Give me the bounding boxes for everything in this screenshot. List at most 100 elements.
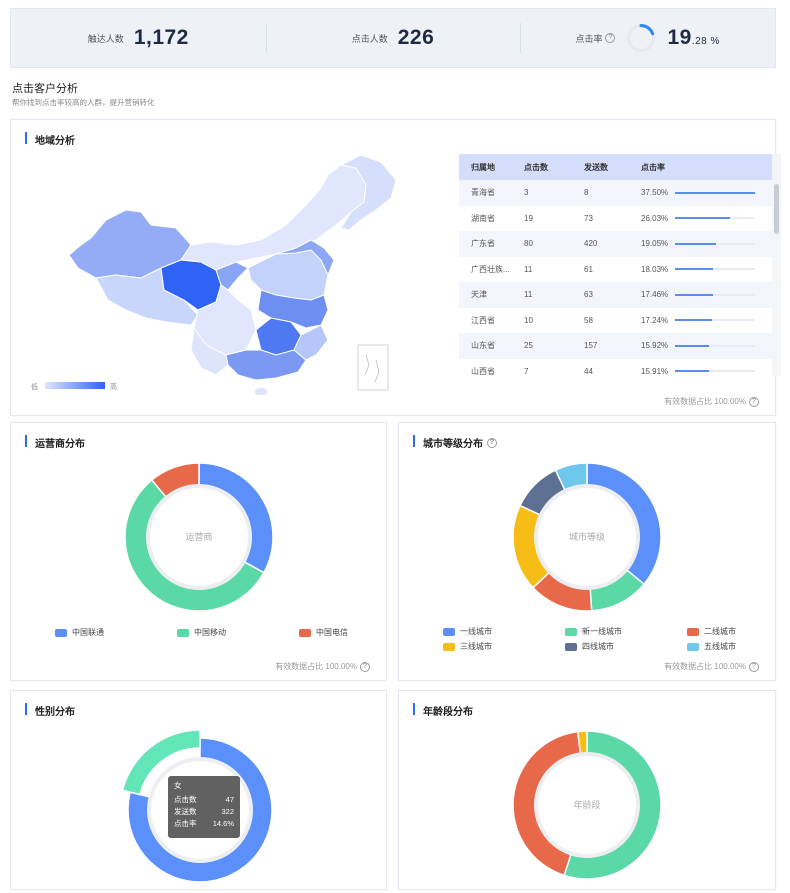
- legend-label: 二线城市: [704, 627, 736, 636]
- col-header-rate[interactable]: 点击率: [641, 162, 665, 172]
- legend-unicom[interactable]: 中国联通: [55, 627, 104, 638]
- table-row[interactable]: 青海省 3 8 37.50%: [459, 180, 781, 206]
- cell-rate-bar: [675, 319, 767, 322]
- legend-swatch: [687, 627, 699, 636]
- legend-tier3[interactable]: 三线城市: [443, 641, 492, 652]
- rate-ring-fill: [627, 24, 656, 52]
- kpi-rate-label: 点击率: [575, 33, 603, 44]
- donut-inner-ring: [147, 757, 253, 863]
- legend-mobile[interactable]: 中国移动: [177, 627, 226, 638]
- table-row[interactable]: 广东省 80 420 19.05%: [459, 231, 781, 257]
- legend-swatch: [443, 627, 455, 636]
- help-icon[interactable]: ?: [487, 437, 497, 448]
- donut-inner-ring: [534, 752, 640, 858]
- help-icon[interactable]: ?: [360, 661, 370, 672]
- city-donut-chart[interactable]: 城市等级: [511, 461, 663, 613]
- cell-sent: 44: [584, 366, 593, 376]
- rate-bar-track: [675, 268, 755, 271]
- map-legend-high: 高: [110, 384, 117, 391]
- cell-rate: 26.03%: [641, 213, 669, 223]
- region-table: 归属地 点击数 发送数 点击率 青海省 3 8 37.50% 湖南省 19 73 26.03%…: [459, 154, 781, 376]
- cell-region: 广西壮族...: [471, 264, 510, 274]
- legend-tier5[interactable]: 五线城市: [687, 641, 736, 652]
- tooltip-value: 14.6%: [212, 819, 234, 828]
- table-scrollbar[interactable]: [772, 154, 781, 376]
- table-scroll-thumb[interactable]: [774, 184, 779, 234]
- donut-inner-ring: [146, 484, 252, 590]
- cell-rate-bar: [675, 344, 767, 347]
- cell-region: 山西省: [471, 366, 495, 376]
- kpi-clicks-label: 点击人数: [351, 33, 388, 44]
- legend-newtier1[interactable]: 新一线城市: [565, 626, 622, 637]
- china-map[interactable]: [66, 150, 406, 395]
- carrier-donut-center: 运营商: [185, 531, 212, 542]
- legend-swatch: [299, 628, 311, 637]
- city-card: 城市等级分布? 城市等级 一线城市 新一线城市 二线城市 三线城市 四线城市 五…: [398, 422, 776, 681]
- legend-swatch: [177, 628, 189, 637]
- table-row[interactable]: 广西壮族... 11 61 18.03%: [459, 257, 781, 283]
- age-donut-chart[interactable]: 年龄段: [511, 729, 663, 881]
- rate-bar-track: [675, 191, 755, 194]
- legend-label: 中国电信: [316, 628, 348, 637]
- legend-telecom[interactable]: 中国电信: [299, 627, 348, 638]
- rate-bar-fill: [675, 293, 713, 296]
- legend-swatch: [565, 642, 577, 651]
- carrier-footnote-text: 有效数据占比 100.00%: [275, 662, 357, 671]
- legend-tier4[interactable]: 四线城市: [565, 641, 614, 652]
- gender-donut-chart[interactable]: [115, 725, 285, 893]
- help-icon[interactable]: ?: [749, 661, 759, 672]
- donut-slice[interactable]: [121, 729, 201, 796]
- map-region-shandong: [275, 239, 335, 277]
- table-row[interactable]: 湖南省 19 73 26.03%: [459, 206, 781, 232]
- col-header-clicks[interactable]: 点击数: [524, 162, 548, 172]
- kpi-clicks-value: 226: [397, 26, 435, 49]
- donut-slice[interactable]: [512, 504, 551, 589]
- kpi-rate-decimal: .28 %: [691, 36, 720, 47]
- donut-inner-ring: [534, 484, 640, 590]
- gender-title: 性别分布: [25, 703, 75, 718]
- city-title-text: 城市等级分布: [423, 439, 483, 450]
- legend-label: 三线城市: [460, 642, 492, 651]
- table-row[interactable]: 天津 11 63 17.46%: [459, 282, 781, 308]
- cell-clicks: 19: [524, 213, 533, 223]
- gender-card: 性别分布 女 点击数 47 发送数 322 点击率 14.6%: [10, 690, 387, 890]
- rate-bar-track: [675, 217, 755, 220]
- help-icon[interactable]: ?: [605, 33, 616, 43]
- kpi-rate: 点击率 ? 19.28 %: [520, 9, 775, 67]
- kpi-rate-int: 19: [667, 26, 692, 49]
- map-region-hainan: [255, 388, 267, 395]
- city-footnote: 有效数据占比 100.00% ?: [664, 661, 759, 672]
- section-title: 点击客户分析: [12, 83, 78, 95]
- donut-slice[interactable]: [586, 462, 662, 586]
- rate-bar-track: [675, 293, 755, 296]
- age-title: 年龄段分布: [413, 703, 473, 718]
- legend-tier2[interactable]: 二线城市: [687, 626, 736, 637]
- legend-tier1[interactable]: 一线城市: [443, 626, 492, 637]
- tooltip-row-sent: 发送数 322: [174, 806, 234, 818]
- col-header-region[interactable]: 归属地: [471, 162, 495, 172]
- table-row[interactable]: 山东省 25 157 15.92%: [459, 333, 781, 359]
- cell-rate: 17.46%: [641, 290, 669, 300]
- table-row[interactable]: 江西省 10 58 17.24%: [459, 308, 781, 334]
- help-icon[interactable]: ?: [749, 396, 759, 407]
- rate-bar-track: [675, 319, 755, 322]
- legend-swatch: [443, 642, 455, 651]
- cell-sent: 73: [584, 213, 593, 223]
- legend-swatch: [55, 628, 67, 637]
- kpi-rate-label-wrap: 点击率 ?: [575, 32, 616, 45]
- tooltip-value: 322: [221, 807, 234, 816]
- donut-slice[interactable]: [198, 462, 274, 574]
- cell-rate-bar: [675, 268, 767, 271]
- table-row[interactable]: 山西省 7 44 15.91%: [459, 359, 781, 377]
- rate-bar-fill: [675, 268, 714, 271]
- tooltip-label: 发送数: [174, 807, 197, 816]
- col-header-sent[interactable]: 发送数: [584, 162, 608, 172]
- region-table-body: 青海省 3 8 37.50% 湖南省 19 73 26.03% 广东省 80 420 19.05% 广西…: [459, 180, 781, 376]
- legend-swatch: [565, 627, 577, 636]
- region-table-header: 归属地 点击数 发送数 点击率: [459, 154, 781, 180]
- carrier-donut-chart[interactable]: 运营商: [123, 461, 275, 613]
- cell-region: 山东省: [471, 341, 495, 351]
- age-donut-center: 年龄段: [573, 799, 600, 810]
- rate-bar-track: [675, 370, 755, 373]
- cell-region: 天津: [471, 290, 487, 300]
